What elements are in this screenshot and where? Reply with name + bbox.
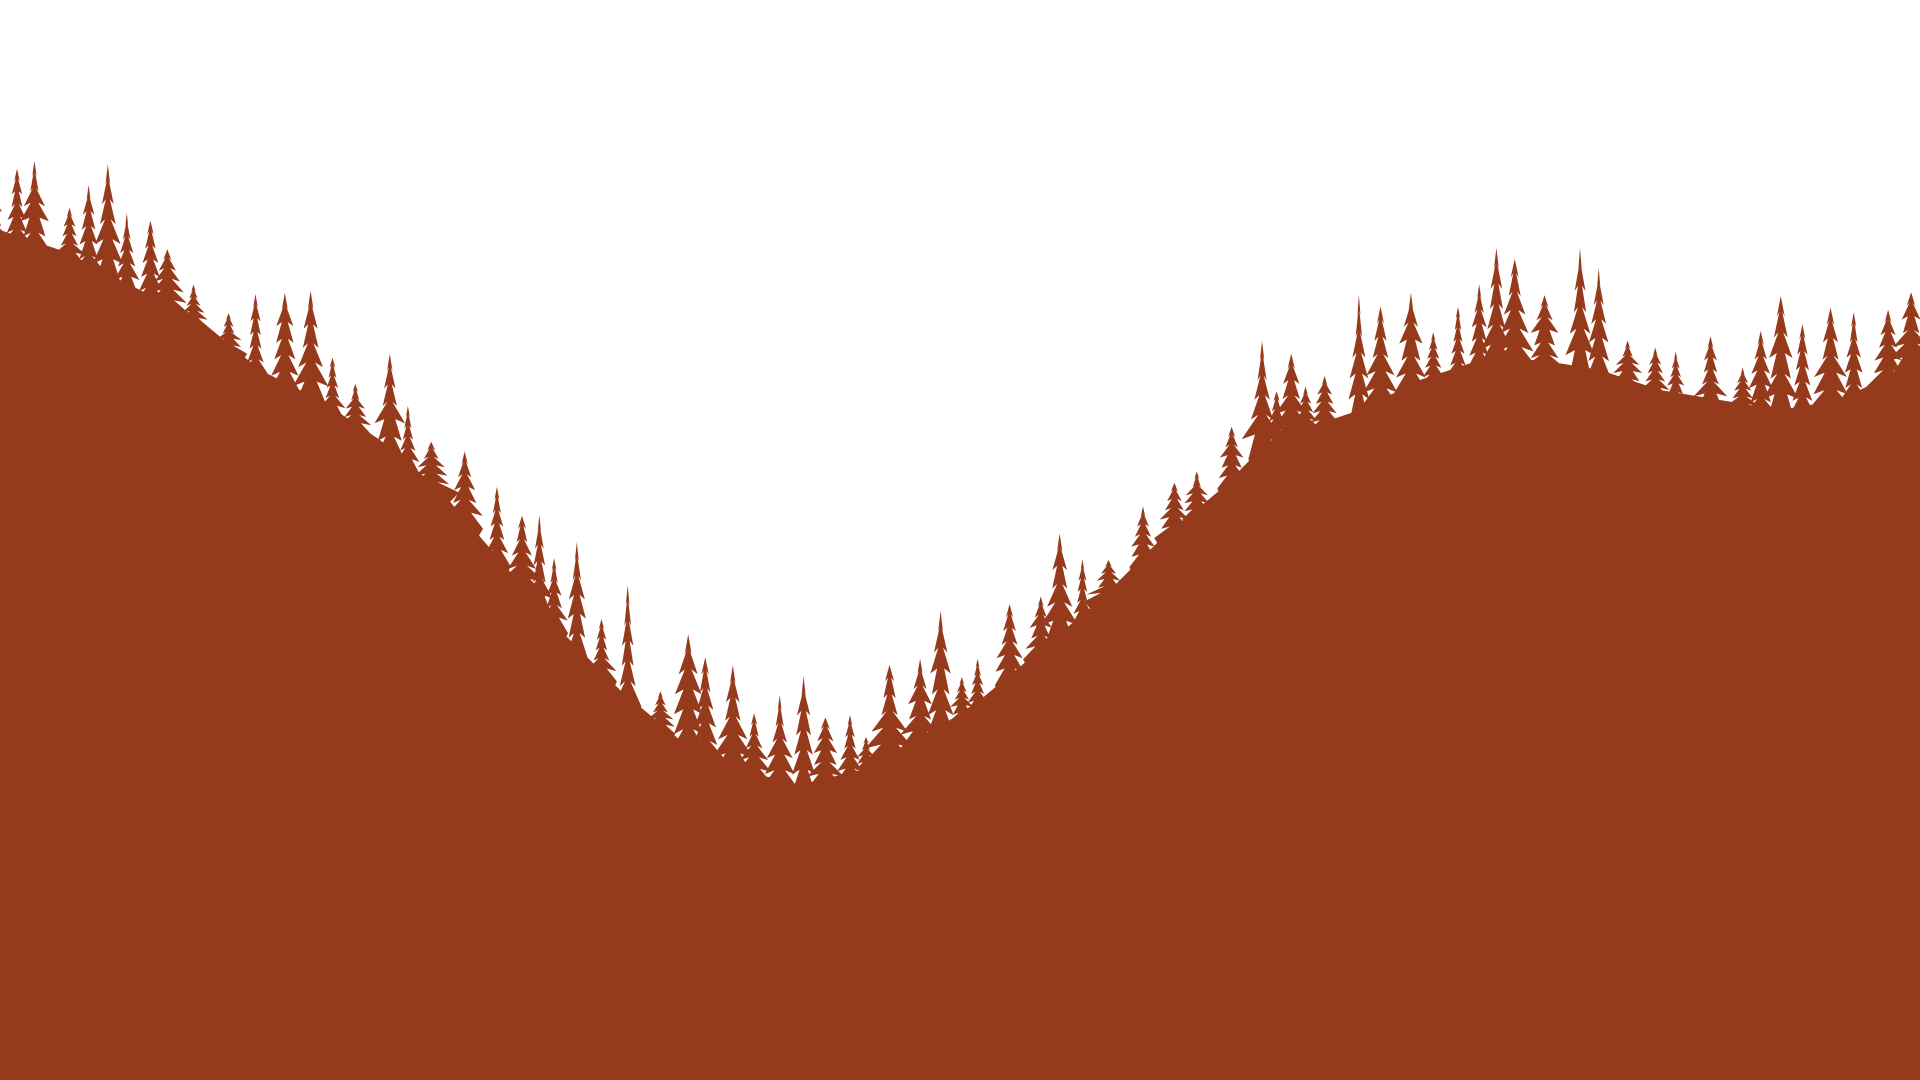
pine-tree — [1611, 340, 1645, 410]
pine-tree — [586, 618, 617, 702]
pine-tree — [209, 313, 248, 374]
pine-tree — [1419, 332, 1447, 406]
pine-tree — [339, 383, 372, 454]
pine-tree — [1154, 482, 1195, 558]
pine-tree — [1445, 306, 1471, 398]
pine-tree — [1789, 324, 1816, 437]
pine-tree — [806, 717, 845, 809]
pine-tree — [1359, 306, 1402, 430]
pine-tree — [1565, 248, 1595, 397]
pine-tree — [1023, 596, 1059, 680]
pine-tree — [682, 657, 728, 783]
pine-tree — [1838, 312, 1869, 424]
pine-tree — [114, 212, 140, 314]
pine-tree — [1182, 471, 1212, 540]
pine-tree — [645, 691, 676, 754]
pine-tree — [1762, 296, 1799, 440]
pine-tree — [1129, 506, 1157, 587]
pine-tree — [241, 294, 270, 397]
pine-tree — [1084, 560, 1133, 622]
pine-tree — [179, 284, 208, 347]
pine-tree — [1307, 376, 1342, 452]
pine-tree — [613, 585, 642, 727]
pine-tree — [1665, 351, 1687, 423]
pine-tree — [711, 665, 754, 797]
pine-tree — [926, 610, 955, 757]
pine-tree — [319, 357, 346, 439]
pine-tree — [1217, 426, 1246, 509]
pine-tree — [1908, 347, 1920, 390]
pine-tree — [736, 713, 773, 804]
pine-tree — [1041, 533, 1079, 664]
pine-tree — [446, 451, 483, 549]
pine-tree — [540, 558, 568, 654]
pine-tree — [1241, 340, 1283, 479]
pine-tree — [566, 542, 588, 677]
pine-tree — [18, 161, 51, 272]
pine-tree — [396, 405, 420, 494]
pine-tree — [791, 676, 816, 815]
pine-tree — [69, 185, 108, 295]
pine-tree — [525, 515, 553, 636]
pine-tree — [145, 249, 190, 334]
pine-tree — [293, 290, 329, 426]
pine-tree — [374, 353, 406, 479]
pine-tree — [994, 604, 1025, 706]
pine-tree — [966, 658, 989, 732]
pine-tree — [269, 293, 301, 413]
pine-tree — [760, 695, 800, 810]
pine-tree — [1585, 267, 1612, 400]
pine-tree — [1641, 347, 1670, 419]
pine-tree — [1693, 336, 1728, 429]
pine-tree — [1742, 330, 1779, 437]
pine-tree — [1490, 259, 1539, 390]
hillside-silhouette — [0, 230, 1920, 1080]
pine-tree — [1887, 292, 1920, 395]
pine-tree — [483, 486, 511, 587]
pine-tree — [1521, 295, 1568, 391]
pine-tree — [949, 677, 975, 743]
tree-line — [0, 161, 1920, 815]
pine-tree — [1393, 292, 1429, 415]
pine-tree — [403, 441, 460, 513]
pine-tree — [1072, 559, 1093, 645]
pine-tree — [92, 164, 123, 304]
